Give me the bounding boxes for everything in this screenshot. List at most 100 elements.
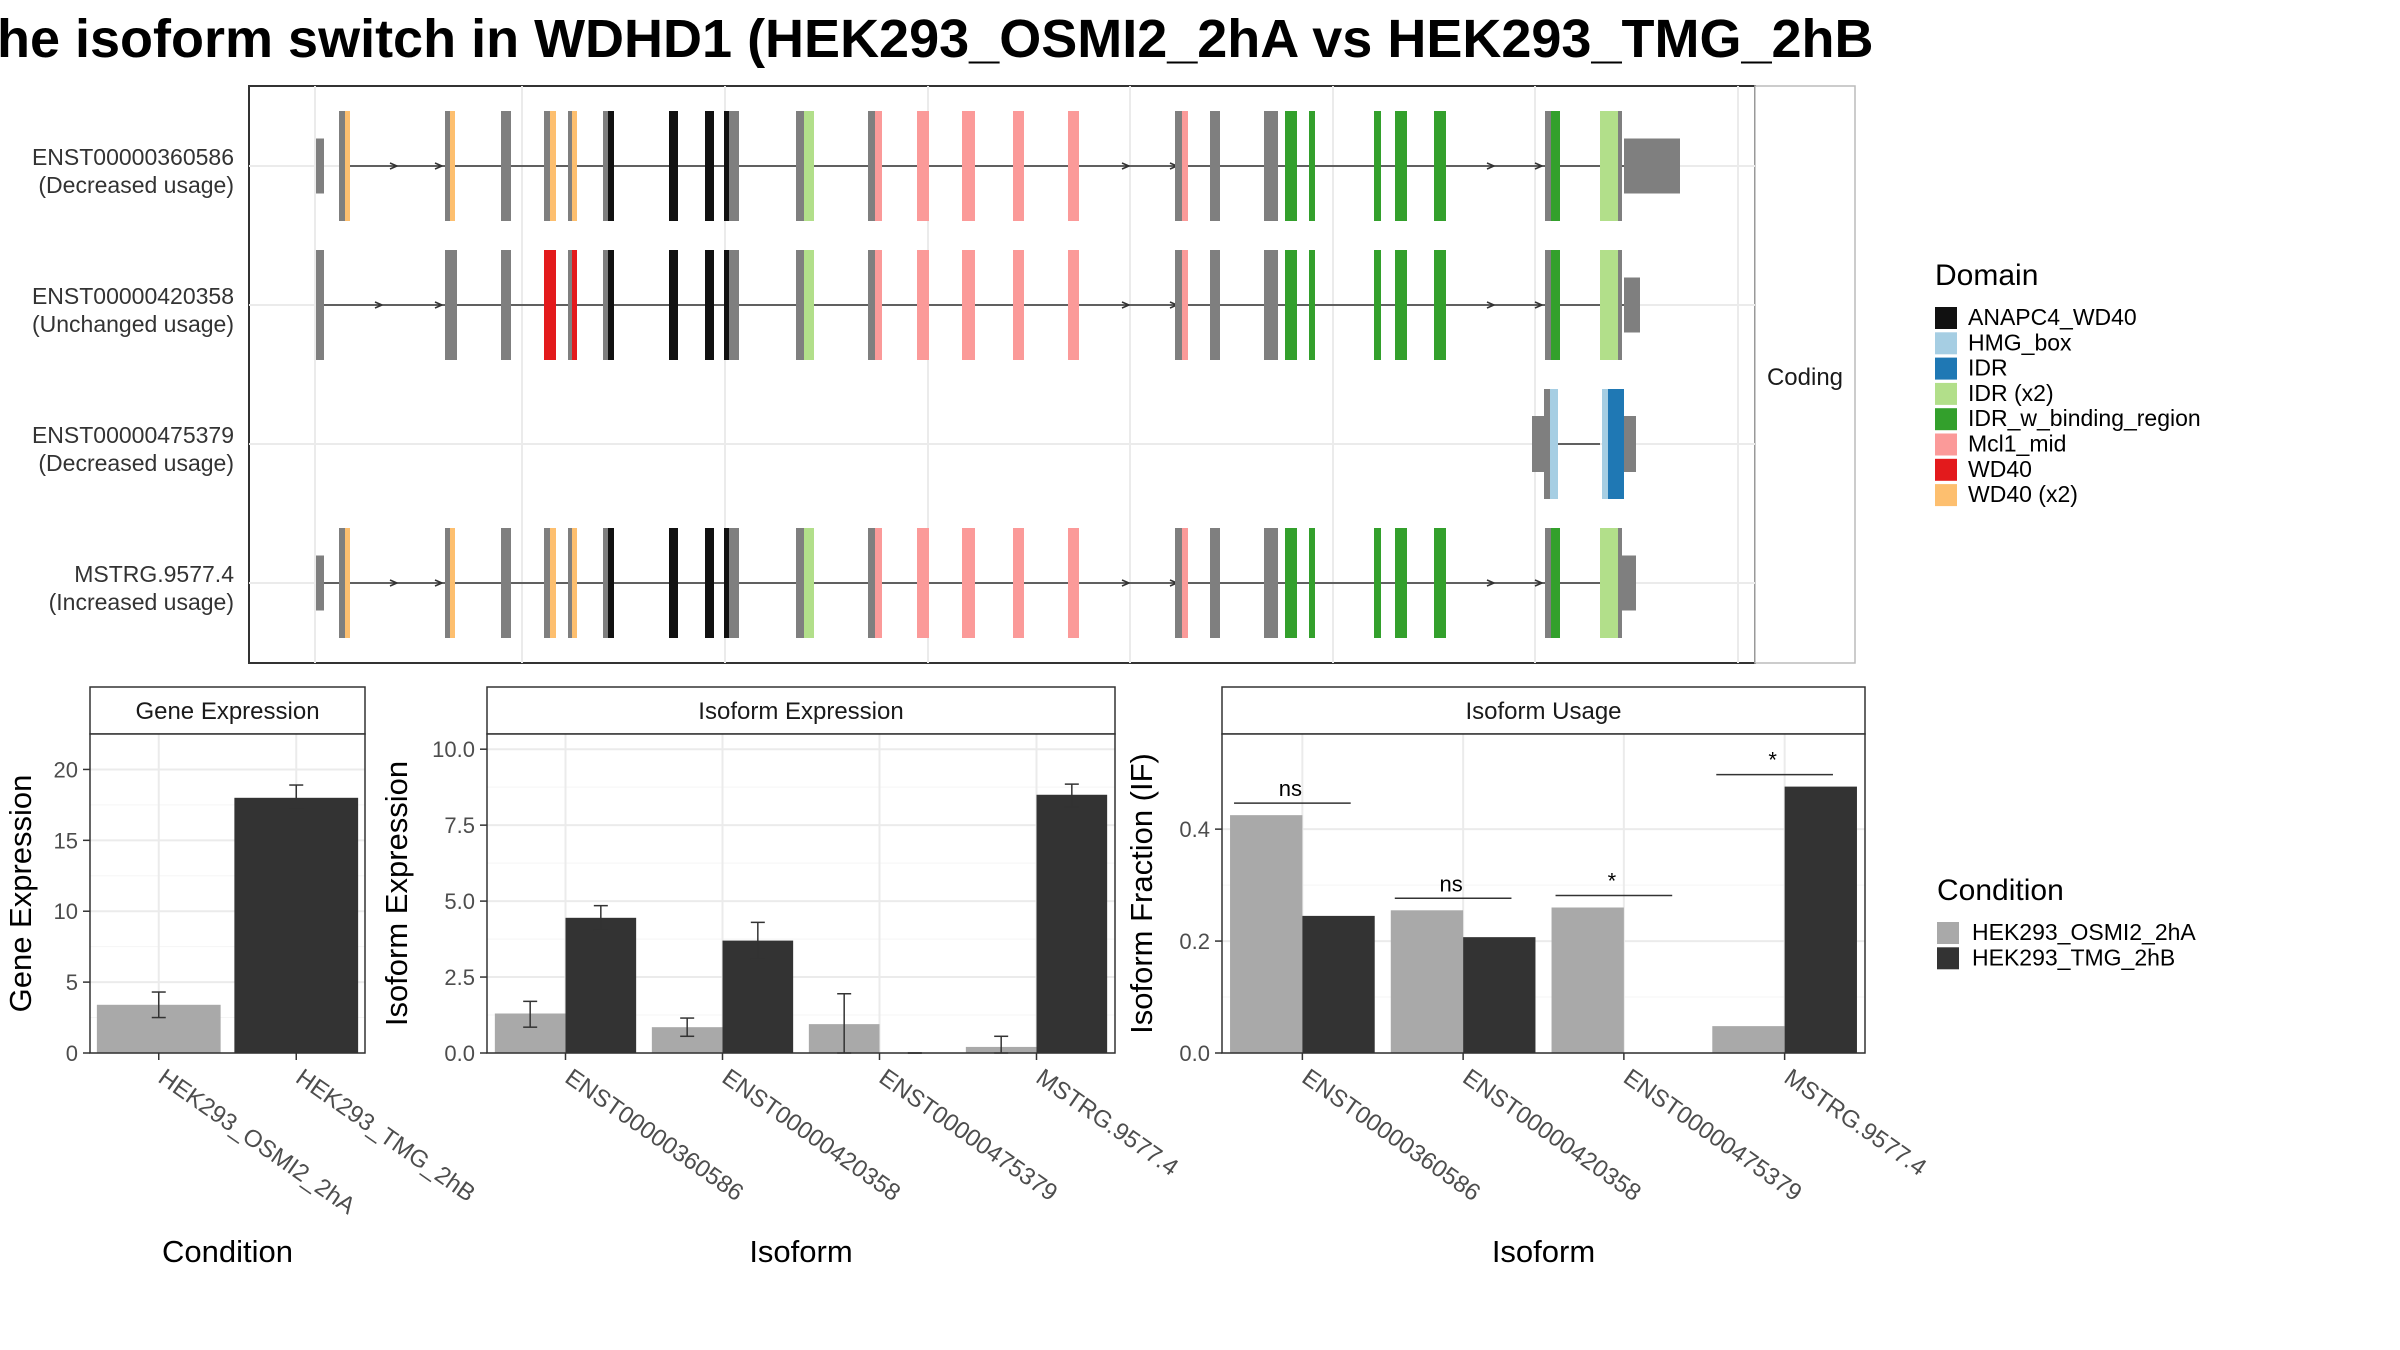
isoform-usage-label: (Increased usage) [49, 589, 234, 615]
exon [1374, 528, 1381, 638]
isoform-id-label: ENST00000420358 [32, 283, 234, 309]
domain-legend-swatch [1935, 408, 1957, 431]
domain-legend-swatch [1935, 433, 1957, 456]
exon [1395, 528, 1407, 638]
exon [345, 528, 350, 638]
isoform-id-label: MSTRG.9577.4 [74, 561, 234, 587]
x-tick-label: ENST00000475379 [1618, 1064, 1806, 1207]
exon [1013, 111, 1024, 221]
bar [1784, 786, 1857, 1053]
exon [1309, 528, 1315, 638]
bar [1551, 907, 1624, 1053]
exon [962, 250, 975, 360]
condition-legend-swatch [1937, 947, 1959, 970]
domain-legend-swatch [1935, 307, 1957, 329]
exon [1182, 111, 1188, 221]
panel-title: Isoform Usage [1465, 698, 1621, 725]
exon [544, 111, 550, 221]
utr [1622, 555, 1636, 611]
exon [1551, 111, 1560, 221]
exon [1550, 389, 1558, 499]
condition-legend-swatch [1937, 922, 1959, 944]
exon [445, 250, 457, 360]
exon [1309, 250, 1315, 360]
exon [568, 250, 572, 360]
y-tick-label: 2.5 [444, 965, 475, 990]
y-tick-label: 7.5 [444, 813, 475, 838]
exon [550, 111, 556, 221]
exon [550, 250, 556, 360]
exon [868, 528, 875, 638]
strand-arrow [389, 579, 399, 587]
exon [1068, 528, 1079, 638]
bar [1463, 937, 1536, 1053]
strand-arrow [1121, 301, 1131, 309]
exon [501, 111, 511, 221]
exon [724, 528, 729, 638]
exon [544, 250, 550, 360]
exon [501, 528, 511, 638]
exon [1264, 528, 1278, 638]
exon [1264, 111, 1278, 221]
domain-legend-title: Domain [1935, 259, 2038, 292]
y-tick-label: 5 [66, 970, 78, 995]
exon [729, 111, 739, 221]
domain-legend-label: HMG_box [1968, 329, 2072, 355]
domain-legend-swatch [1935, 458, 1957, 481]
exon [1551, 528, 1560, 638]
exon [796, 111, 804, 221]
x-axis-title: Isoform [749, 1234, 852, 1269]
exon [568, 528, 572, 638]
exon [1545, 528, 1551, 638]
exon [1600, 250, 1618, 360]
structure-panel [248, 85, 1756, 664]
domain-legend-label: ANAPC4_WD40 [1968, 304, 2137, 330]
exon [568, 111, 572, 221]
exon [1285, 111, 1297, 221]
exon [1434, 111, 1446, 221]
exon [1618, 250, 1622, 360]
exon [608, 250, 614, 360]
domain-legend-label: WD40 [1968, 456, 2032, 482]
domain-legend-swatch [1935, 332, 1957, 355]
panel-border [89, 733, 366, 1054]
strand-arrow [389, 162, 399, 170]
exon [804, 250, 814, 360]
exon [917, 250, 929, 360]
exon [572, 528, 577, 638]
exon [669, 111, 678, 221]
exon [572, 111, 577, 221]
exon [962, 528, 975, 638]
exon [1285, 528, 1297, 638]
y-tick-label: 0.0 [444, 1041, 475, 1066]
exon [1210, 528, 1220, 638]
y-axis-title: Isoform Fraction (IF) [1124, 753, 1159, 1034]
domain-legend-swatch [1935, 357, 1957, 380]
exon [962, 111, 975, 221]
exon [796, 528, 804, 638]
exon [705, 528, 714, 638]
exon [1175, 111, 1182, 221]
exon [1013, 528, 1024, 638]
exon [1182, 250, 1188, 360]
bar [1230, 815, 1303, 1053]
exon [1068, 250, 1079, 360]
significance-label: * [1608, 868, 1617, 893]
isoform-usage-label: (Unchanged usage) [32, 311, 234, 337]
exon [1068, 111, 1079, 221]
exon [1618, 528, 1622, 638]
exon [1434, 250, 1446, 360]
y-tick-label: 0.0 [1179, 1041, 1210, 1066]
domain-legend-swatch [1935, 484, 1957, 507]
isoform-usage-label: (Decreased usage) [38, 172, 234, 198]
domain-legend-label: WD40 (x2) [1968, 481, 2078, 507]
exon [875, 250, 882, 360]
x-axis-title: Condition [162, 1234, 293, 1269]
exon [868, 111, 875, 221]
exon [917, 528, 929, 638]
exon [917, 111, 929, 221]
x-axis-title: Isoform [1492, 1234, 1595, 1269]
exon [544, 528, 550, 638]
exon [339, 528, 345, 638]
y-axis-title: Gene Expression [3, 775, 38, 1013]
